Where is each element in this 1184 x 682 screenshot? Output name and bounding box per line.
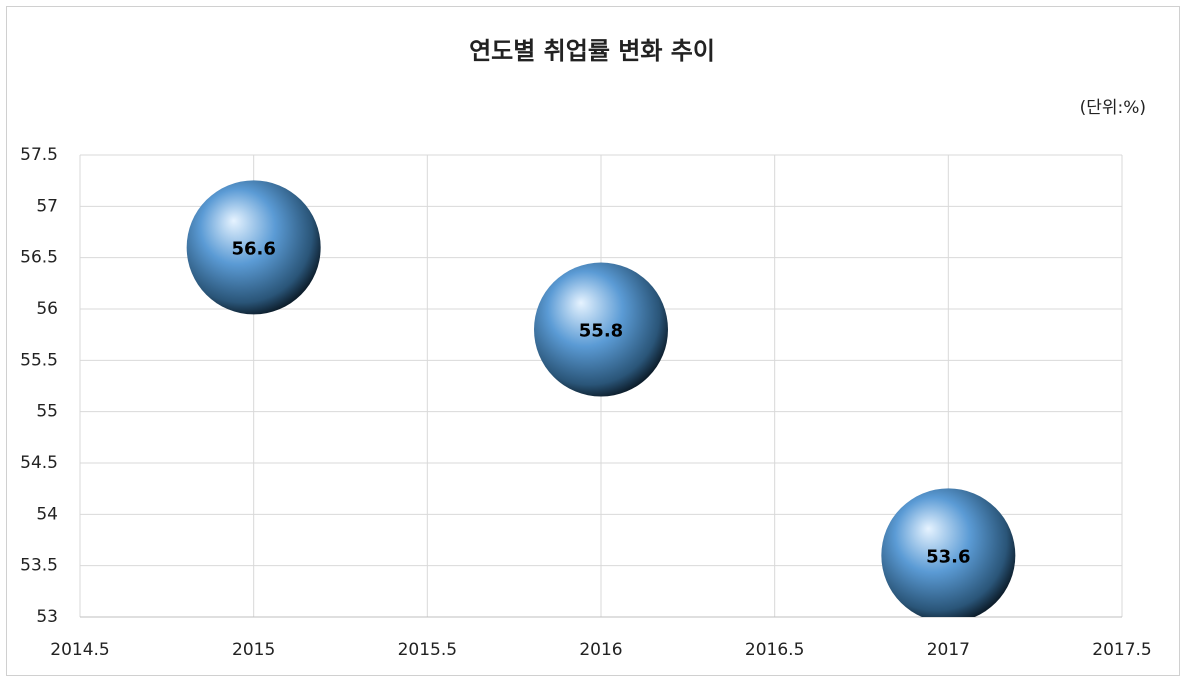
x-tick-label: 2015	[232, 640, 275, 660]
x-tick-label: 2014.5	[50, 640, 109, 660]
y-tick-label: 54	[36, 504, 58, 524]
y-tick-label: 57.5	[20, 145, 58, 165]
y-tick-label: 56.5	[20, 248, 58, 268]
data-label: 55.8	[579, 321, 623, 342]
y-tick-label: 53.5	[20, 556, 58, 576]
bubble	[534, 262, 668, 397]
y-tick-label: 55	[36, 402, 58, 422]
y-tick-label: 57	[36, 196, 58, 216]
data-label: 53.6	[926, 546, 970, 567]
data-label: 56.6	[231, 238, 275, 259]
y-tick-label: 56	[36, 299, 58, 319]
x-tick-label: 2016.5	[745, 640, 804, 660]
x-tick-label: 2017	[927, 640, 970, 660]
y-tick-label: 54.5	[20, 453, 58, 473]
y-tick-label: 55.5	[20, 350, 58, 370]
unit-label: (단위:%)	[1080, 98, 1146, 118]
bubble	[881, 488, 1016, 617]
x-tick-label: 2015.5	[398, 640, 457, 660]
chart-title: 연도별 취업률 변화 추이	[469, 37, 715, 65]
x-tick-label: 2017.5	[1092, 640, 1151, 660]
x-tick-label: 2016	[579, 640, 622, 660]
bubble	[186, 180, 321, 315]
y-tick-label: 53	[36, 607, 58, 627]
